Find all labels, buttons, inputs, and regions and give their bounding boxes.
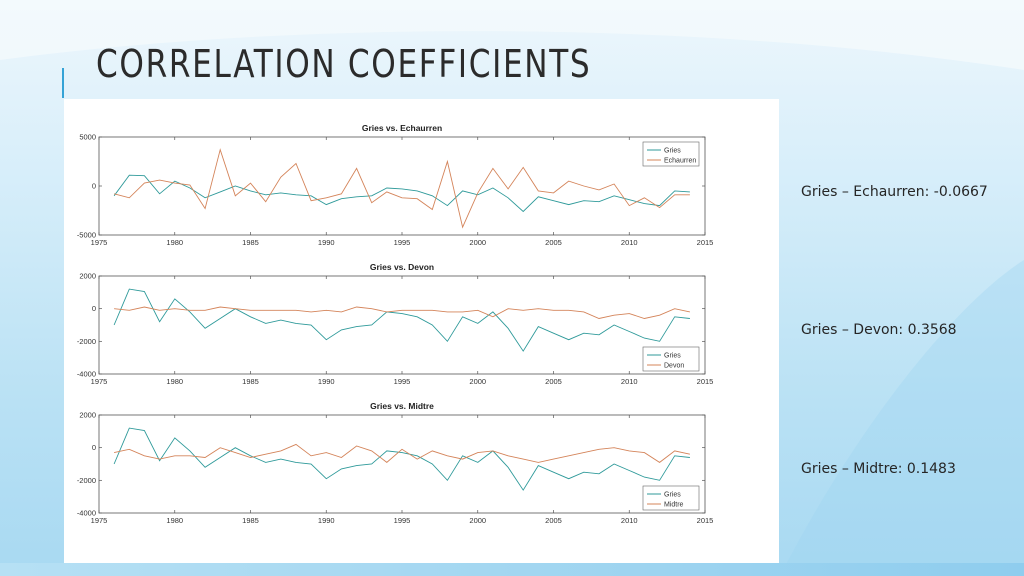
series-line-gries	[113, 288, 690, 352]
title-accent-line	[62, 68, 64, 98]
x-tick-label: 2000	[469, 377, 486, 386]
x-tick-label: 1995	[394, 377, 411, 386]
legend-label-gries: Gries	[664, 353, 681, 360]
x-tick-label: 1990	[318, 516, 335, 525]
coefficient-midtre: Gries – Midtre: 0.1483	[801, 461, 956, 477]
x-tick-label: 1990	[318, 377, 335, 386]
coefficient-echaurren: Gries – Echaurren: -0.0667	[801, 184, 988, 200]
y-tick-label: 0	[92, 182, 96, 191]
x-tick-label: 2010	[621, 516, 638, 525]
x-tick-label: 1975	[91, 516, 108, 525]
legend-label-echaurren: Echaurren	[664, 158, 696, 165]
chart-title-gries-vs-midtre: Gries vs. Midtre	[370, 401, 434, 411]
legend-label-gries: Gries	[664, 492, 681, 499]
x-tick-label: 2000	[469, 516, 486, 525]
x-tick-label: 2015	[697, 238, 714, 247]
series-line-gries	[113, 174, 690, 213]
x-tick-label: 2005	[545, 238, 562, 247]
x-tick-label: 1975	[91, 377, 108, 386]
bottom-bar	[0, 563, 1024, 576]
x-tick-label: 2000	[469, 238, 486, 247]
chart-title-gries-vs-echaurren: Gries vs. Echaurren	[362, 123, 442, 133]
x-tick-label: 2010	[621, 377, 638, 386]
y-tick-label: -5000	[77, 231, 96, 240]
series-line-gries	[113, 427, 690, 491]
axes-box-gries-vs-echaurren	[98, 136, 706, 236]
y-tick-label: 2000	[79, 272, 96, 281]
y-tick-label: 0	[92, 304, 96, 313]
x-tick-label: 1985	[242, 516, 259, 525]
y-tick-label: 5000	[79, 133, 96, 142]
charts-svg: Gries vs. Echaurren 1975 1980 1985 1990 1995 2…	[77, 123, 714, 525]
legend-label-gries: Gries	[664, 148, 681, 155]
y-tick-label: -4000	[77, 370, 96, 379]
x-tick-label: 1985	[242, 238, 259, 247]
x-tick-label: 1985	[242, 377, 259, 386]
series-line-devon	[114, 306, 690, 319]
x-tick-label: 1980	[166, 238, 183, 247]
chart-figure: Gries vs. Echaurren 1975 1980 1985 1990 1995 2…	[64, 99, 779, 563]
x-tick-label: 1995	[394, 516, 411, 525]
x-tick-label: 1995	[394, 238, 411, 247]
x-tick-label: 2005	[545, 516, 562, 525]
chart-title-gries-vs-devon: Gries vs. Devon	[370, 262, 434, 272]
x-tick-label: 2015	[697, 516, 714, 525]
legend-box-gries-vs-midtre	[642, 485, 700, 511]
x-tick-label: 1980	[166, 377, 183, 386]
x-tick-label: 2010	[621, 238, 638, 247]
y-tick-label: 2000	[79, 411, 96, 420]
y-tick-label: -2000	[77, 337, 96, 346]
y-tick-label: -4000	[77, 509, 96, 518]
legend-label-midtre: Midtre	[664, 502, 684, 509]
coefficient-devon: Gries – Devon: 0.3568	[801, 322, 957, 338]
slide-title: CORRELATION COEFFICIENTS	[96, 42, 592, 86]
legend-box-gries-vs-echaurren	[642, 141, 700, 167]
y-tick-label: 0	[92, 443, 96, 452]
x-tick-label: 1980	[166, 516, 183, 525]
x-tick-label: 1990	[318, 238, 335, 247]
series-line-midtre	[114, 443, 690, 463]
x-tick-label: 2015	[697, 377, 714, 386]
series-line-echaurren	[113, 148, 690, 229]
legend-box-gries-vs-devon	[642, 346, 700, 372]
x-tick-label: 2005	[545, 377, 562, 386]
y-tick-label: -2000	[77, 476, 96, 485]
legend-label-devon: Devon	[664, 363, 684, 370]
x-tick-label: 1975	[91, 238, 108, 247]
